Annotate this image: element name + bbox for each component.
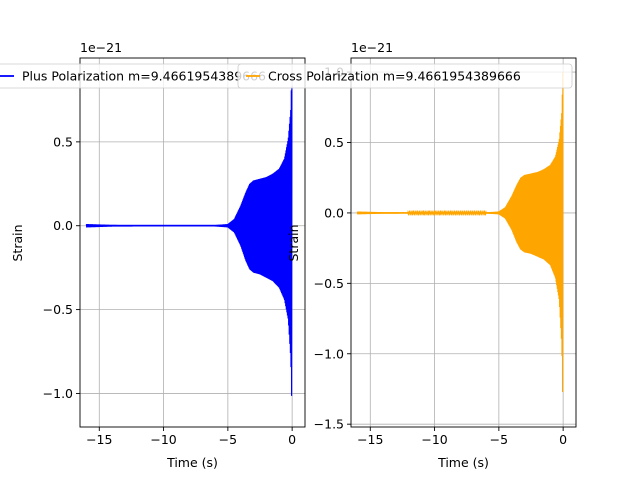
legend-1: Plus Polarization m=9.4661954389666: [0, 63, 293, 89]
axes-frame: [79, 57, 306, 428]
legend-label: Cross Polarization m=9.4661954389666: [268, 69, 521, 84]
legend-box: [237, 63, 573, 89]
x-axis-label: Time (s): [166, 455, 218, 470]
y-tick-label: 0.0: [53, 218, 73, 233]
x-tick-label: −15: [357, 432, 383, 447]
y-axis-label: Strain: [286, 224, 301, 261]
x-tick-label: −10: [421, 432, 447, 447]
axes-frame: [350, 57, 577, 428]
y-tick-label: 0.5: [324, 135, 344, 150]
chart-panel-1: −15 −10 −5 0 −1.0 −0.5 0.0 0.5 Time (s) Strain 1e−…: [10, 40, 306, 470]
legend-label: Plus Polarization m=9.4661954389666: [22, 69, 266, 84]
y-tick-label: 0.5: [53, 134, 73, 149]
y-tick-label: 0.0: [324, 205, 344, 220]
legend-2: Cross Polarization m=9.4661954389666: [237, 63, 573, 89]
x-axis-label: Time (s): [437, 455, 489, 470]
y-tick-label: −1.0: [43, 386, 73, 401]
y-tick-label: −0.5: [314, 276, 344, 291]
axis-offset-text: 1e−21: [80, 40, 122, 55]
series-line: [85, 66, 293, 396]
y-tick-label: −1.5: [314, 417, 344, 432]
y-tick-label: −1.0: [314, 346, 344, 361]
axis-offset-text: 1e−21: [351, 40, 393, 55]
x-tick-label: −15: [86, 432, 112, 447]
x-tick-label: −5: [490, 432, 508, 447]
x-tick-label: 0: [288, 432, 296, 447]
series-line: [356, 72, 564, 393]
y-axis-label: Strain: [10, 224, 25, 261]
x-tick-label: −5: [219, 432, 237, 447]
x-tick-label: −10: [150, 432, 176, 447]
x-tick-label: 0: [559, 432, 567, 447]
y-tick-label: −0.5: [43, 302, 73, 317]
